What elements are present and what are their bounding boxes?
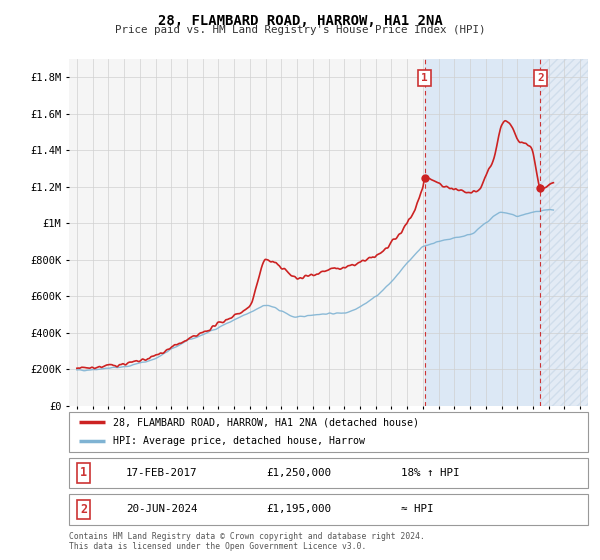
Text: 1: 1	[80, 466, 87, 479]
Text: 28, FLAMBARD ROAD, HARROW, HA1 2NA (detached house): 28, FLAMBARD ROAD, HARROW, HA1 2NA (deta…	[113, 418, 419, 427]
Text: HPI: Average price, detached house, Harrow: HPI: Average price, detached house, Harr…	[113, 436, 365, 446]
Text: £1,195,000: £1,195,000	[266, 505, 331, 514]
Text: 28, FLAMBARD ROAD, HARROW, HA1 2NA: 28, FLAMBARD ROAD, HARROW, HA1 2NA	[158, 14, 442, 28]
Text: 2: 2	[537, 73, 544, 83]
FancyBboxPatch shape	[69, 412, 588, 452]
Bar	[425, 59, 541, 406]
Text: This data is licensed under the Open Government Licence v3.0.: This data is licensed under the Open Gov…	[69, 542, 367, 550]
FancyBboxPatch shape	[69, 458, 588, 488]
Text: Contains HM Land Registry data © Crown copyright and database right 2024.: Contains HM Land Registry data © Crown c…	[69, 532, 425, 541]
Text: ≈ HPI: ≈ HPI	[401, 505, 434, 514]
Text: 20-JUN-2024: 20-JUN-2024	[126, 505, 197, 514]
Text: 18% ↑ HPI: 18% ↑ HPI	[401, 468, 460, 478]
Text: 2: 2	[80, 503, 87, 516]
Text: £1,250,000: £1,250,000	[266, 468, 331, 478]
Text: Price paid vs. HM Land Registry's House Price Index (HPI): Price paid vs. HM Land Registry's House …	[115, 25, 485, 35]
Bar	[541, 59, 588, 406]
Text: 1: 1	[421, 73, 428, 83]
Text: 17-FEB-2017: 17-FEB-2017	[126, 468, 197, 478]
FancyBboxPatch shape	[69, 494, 588, 525]
